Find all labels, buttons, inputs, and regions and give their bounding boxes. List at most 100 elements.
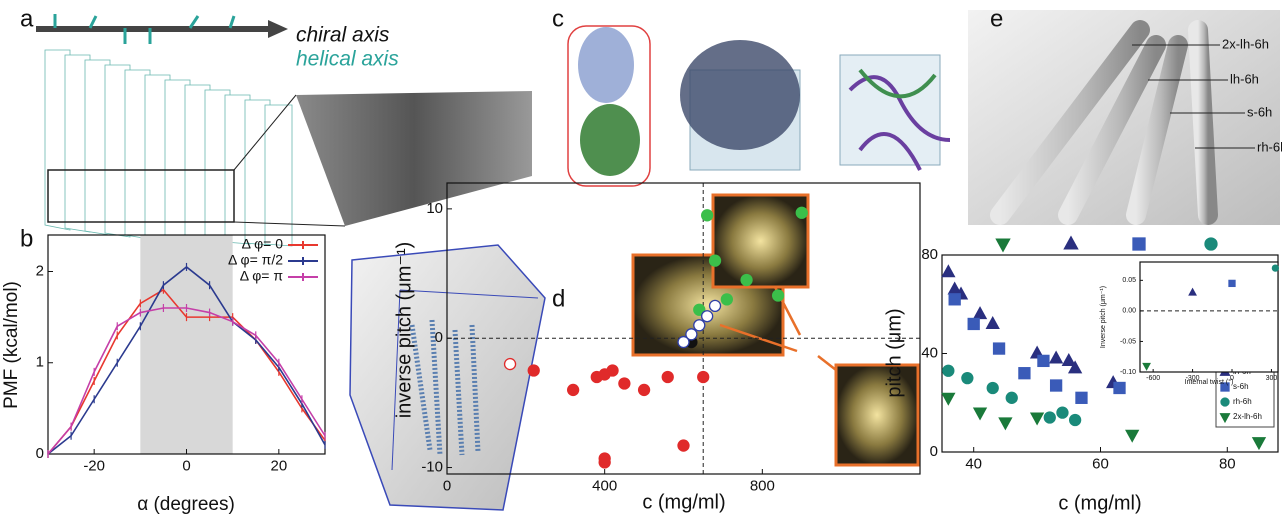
marker: [686, 329, 697, 340]
marker: [974, 408, 986, 419]
panel-label: a: [20, 5, 34, 32]
rod-label: rh-6h: [1257, 139, 1282, 154]
y-tick-label: -10: [421, 459, 443, 476]
marker: [710, 300, 721, 311]
panel-label: e: [990, 5, 1003, 32]
chiral-axis-label: chiral axis: [296, 24, 390, 47]
y-axis-label: Inverse pitch (μm⁻¹): [1100, 286, 1107, 348]
x-axis-label: Internal twist (°): [1185, 378, 1234, 386]
marker: [974, 308, 986, 319]
x-tick-label: 800: [750, 478, 775, 495]
marker: [568, 384, 579, 395]
marker: [1044, 412, 1055, 423]
legend-label: s-6h: [1233, 382, 1249, 391]
x-tick-label: 0: [443, 478, 451, 495]
marker: [1050, 352, 1062, 363]
marker: [702, 311, 713, 322]
marker: [1063, 354, 1075, 365]
x-tick-label: 40: [965, 456, 982, 473]
panel-a-art: chiral axis helical axis: [36, 14, 532, 246]
marker: [943, 365, 954, 376]
panel-d-textures: [633, 195, 918, 465]
marker: [1221, 398, 1229, 406]
marker: [996, 239, 1009, 251]
marker: [1205, 238, 1217, 250]
marker: [1019, 368, 1030, 379]
marker: [1006, 392, 1017, 403]
axis-bar: [36, 26, 268, 32]
y-tick-label: 0.05: [1122, 277, 1136, 284]
panel-label: d: [552, 285, 565, 312]
y-tick-label: 10: [426, 200, 443, 217]
marker: [942, 393, 954, 404]
legend-label: Δ φ= π/2: [228, 252, 283, 268]
marker: [1057, 407, 1068, 418]
y-tick-label: 0: [435, 329, 443, 346]
marker: [999, 418, 1011, 429]
marker: [619, 378, 630, 389]
marker: [968, 318, 979, 329]
y-tick-label: 2: [36, 262, 44, 279]
legend-label: Δ φ= π: [240, 268, 284, 284]
y-tick-label: 40: [921, 344, 938, 361]
x-axis-label: c (mg/ml): [642, 491, 725, 513]
x-axis-label: c (mg/ml): [1058, 492, 1141, 514]
marker: [607, 365, 618, 376]
legend-label: Δ φ= 0: [242, 236, 284, 252]
marker: [528, 365, 539, 376]
legend-label: 2x-lh-6h: [1233, 412, 1262, 421]
marker: [599, 457, 610, 468]
marker: [702, 210, 713, 221]
marker: [1114, 382, 1125, 393]
rod-label: lh-6h: [1230, 71, 1259, 86]
figure: chiral axis helical axis a b c d e 2x-lh-6h lh…: [0, 0, 1282, 519]
x-tick-label: -20: [83, 458, 105, 475]
x-tick-label: 300: [1266, 375, 1278, 382]
marker: [1064, 237, 1077, 249]
marker: [662, 372, 673, 383]
marker: [698, 372, 709, 383]
marker: [694, 320, 705, 331]
marker: [1133, 238, 1145, 250]
x-tick-label: 0: [182, 458, 190, 475]
marker: [1051, 380, 1062, 391]
rod-label: 2x-lh-6h: [1222, 36, 1269, 51]
y-tick-label: 0: [36, 445, 44, 462]
y-tick-label: 1: [36, 354, 44, 371]
marker: [942, 266, 954, 277]
marker: [962, 373, 973, 384]
marker: [1076, 392, 1087, 403]
x-tick-label: -600: [1146, 375, 1160, 382]
sem-image: [296, 91, 532, 226]
marker: [741, 275, 752, 286]
marker: [639, 384, 650, 395]
legend-label: rh-6h: [1233, 397, 1252, 406]
nematic-layers: [45, 50, 292, 246]
y-tick-label: -0.05: [1120, 338, 1136, 345]
marker: [987, 382, 998, 393]
x-tick-label: 400: [592, 478, 617, 495]
y-tick-label: 80: [921, 246, 938, 263]
y-tick-label: -0.10: [1120, 369, 1136, 376]
panel-c-art: [568, 26, 950, 186]
marker: [721, 294, 732, 305]
marker: [1272, 265, 1278, 271]
marker: [796, 207, 807, 218]
y-axis-label: PMF (kcal/mol): [1, 281, 22, 409]
marker: [1070, 414, 1081, 425]
y-tick-label: 0.00: [1122, 308, 1136, 315]
y-tick-label: 0: [930, 443, 938, 460]
x-tick-label: 20: [270, 458, 287, 475]
marker: [505, 359, 516, 370]
marker: [710, 255, 721, 266]
panel-label: c: [552, 5, 564, 32]
marker: [994, 343, 1005, 354]
inset-bg: [1140, 262, 1278, 372]
rod-label: s-6h: [1247, 104, 1272, 119]
marker: [987, 317, 999, 328]
marker: [773, 290, 784, 301]
marker: [678, 440, 689, 451]
panel-label: b: [20, 225, 33, 252]
marker: [1031, 413, 1043, 424]
marker: [1253, 438, 1265, 449]
